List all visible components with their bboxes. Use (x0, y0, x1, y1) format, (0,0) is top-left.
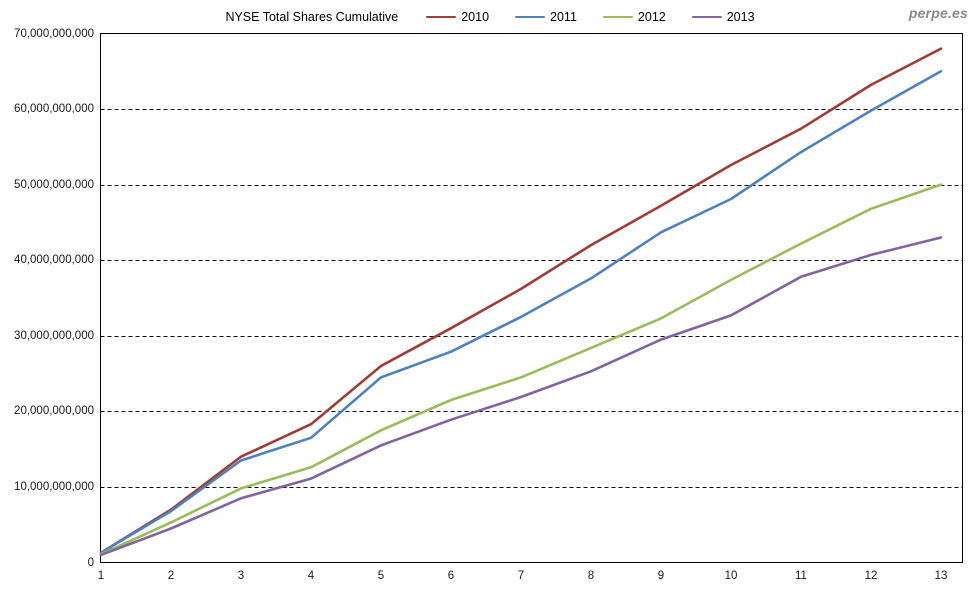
x-axis-tick-label: 4 (307, 570, 315, 582)
legend-label: 2010 (461, 10, 490, 24)
y-axis-tick-label: 70,000,000,000 (14, 27, 94, 40)
series-line-2012 (99, 183, 943, 556)
legend-line-swatch (691, 15, 722, 19)
chart-title: NYSE Total Shares Cumulative (225, 10, 399, 24)
legend-item-2012: 2012 (602, 10, 666, 24)
y-axis-tick-label: 30,000,000,000 (14, 329, 94, 342)
x-axis-tick-label: 12 (864, 570, 878, 582)
legend-line-swatch (515, 15, 546, 19)
x-axis-tick-label: 10 (724, 570, 738, 582)
legend-label: 2013 (726, 10, 755, 24)
watermark: perpe.es (908, 5, 968, 21)
x-axis-tick-label: 9 (657, 570, 665, 582)
legend: 2010 2011 2012 2013 (426, 10, 755, 24)
x-axis-tick-label: 13 (934, 570, 948, 582)
chart-header: NYSE Total Shares Cumulative 2010 2011 2… (0, 6, 980, 28)
y-axis-tick-label: 10,000,000,000 (14, 480, 94, 493)
y-axis-tick-label: 50,000,000,000 (14, 178, 94, 191)
legend-line-swatch (602, 15, 633, 19)
x-axis-tick-label: 5 (377, 570, 385, 582)
x-axis-tick-label: 8 (587, 570, 595, 582)
y-axis-tick-label: 20,000,000,000 (14, 405, 94, 418)
series-line-2010 (99, 47, 943, 555)
y-axis-tick-label: 60,000,000,000 (14, 103, 94, 116)
legend-item-2010: 2010 (426, 10, 489, 24)
legend-item-2013: 2013 (691, 10, 755, 24)
plot-border (100, 33, 963, 563)
legend-item-2011: 2011 (515, 10, 577, 24)
gridlines (100, 109, 963, 488)
x-axis-tick-label: 6 (447, 570, 455, 582)
x-axis-tick-label: 2 (167, 570, 175, 582)
series-line-2011 (99, 70, 943, 555)
series-line-2013 (99, 236, 943, 557)
x-axis-tick-label: 3 (237, 570, 245, 582)
y-axis-tick-label: 0 (87, 556, 94, 569)
y-axis-tick-label: 40,000,000,000 (14, 254, 94, 267)
x-axis-tick-label: 7 (517, 570, 525, 582)
x-axis-tick-label: 1 (97, 570, 105, 582)
legend-line-swatch (426, 15, 457, 19)
legend-label: 2012 (637, 10, 666, 24)
x-axis-tick-label: 11 (795, 570, 807, 582)
legend-label: 2011 (550, 10, 577, 24)
